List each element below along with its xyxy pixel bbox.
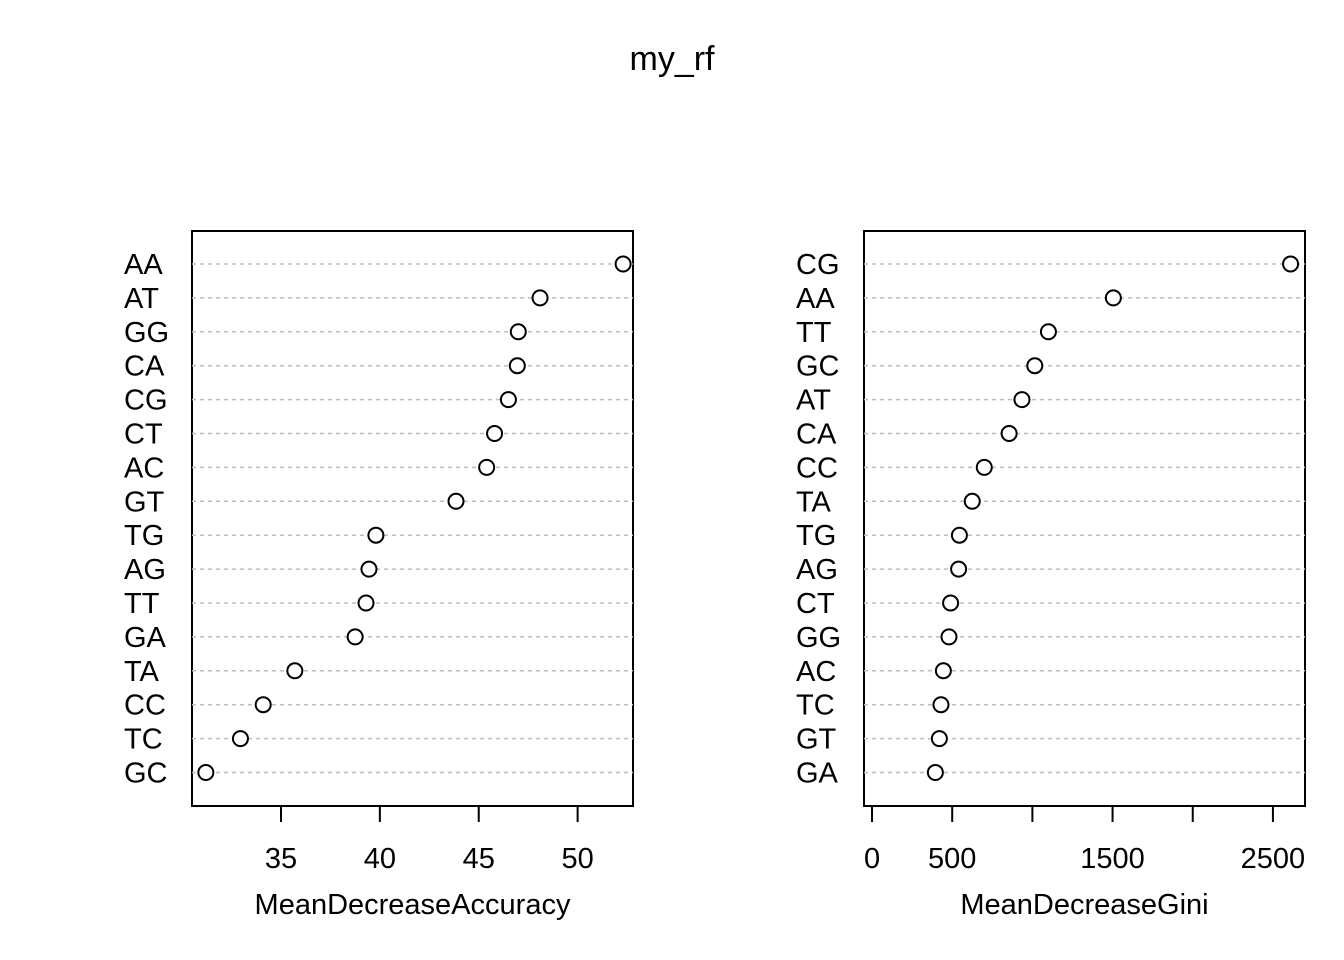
accuracy-point-aa [614, 255, 632, 273]
accuracy-point-cc [254, 696, 272, 714]
gini-point-tg [950, 526, 968, 544]
gini-category-label: GT [796, 724, 837, 756]
accuracy-point-ct [486, 425, 504, 442]
accuracy-category-label: CA [124, 351, 165, 383]
gini-category-label: AG [796, 554, 838, 586]
gini-category-label: CC [796, 452, 838, 484]
accuracy-point-tc [231, 730, 249, 748]
accuracy-point-tg [367, 526, 385, 544]
gini-x-axis-label: MeanDecreaseGini [960, 889, 1208, 921]
gini-x-tick-label: 1500 [1080, 843, 1145, 875]
accuracy-category-label: TA [124, 656, 160, 688]
accuracy-point-tt [357, 594, 375, 612]
gini-point-at [1013, 391, 1031, 409]
gini-point-ag [950, 560, 968, 578]
accuracy-category-label: GG [124, 317, 169, 349]
gini-x-tick-label: 0 [864, 843, 880, 875]
accuracy-x-tick-label: 40 [364, 843, 396, 875]
accuracy-point-gt [447, 492, 465, 510]
accuracy-category-label: AC [124, 452, 164, 484]
gini-point-tc [932, 696, 950, 714]
accuracy-x-tick-label: 50 [561, 843, 593, 875]
accuracy-plot-frame [191, 230, 634, 807]
accuracy-point-ca [508, 357, 526, 375]
gini-category-label: GG [796, 622, 841, 654]
gini-point-ta [963, 492, 981, 510]
accuracy-category-label: AG [124, 554, 166, 586]
accuracy-x-tick-label: 35 [265, 843, 297, 875]
gini-category-label: CT [796, 588, 835, 620]
accuracy-category-label: CG [124, 385, 168, 417]
gini-point-gc [1026, 357, 1044, 375]
accuracy-point-ta [286, 662, 304, 680]
accuracy-x-axis-label: MeanDecreaseAccuracy [255, 889, 571, 921]
gini-point-ac [934, 662, 952, 680]
accuracy-category-label: AA [124, 249, 163, 281]
gini-point-ga [926, 764, 944, 781]
gini-category-label: TT [796, 317, 832, 349]
accuracy-category-label: CC [124, 690, 166, 722]
gini-point-cg [1282, 255, 1300, 273]
accuracy-point-ac [478, 458, 496, 476]
accuracy-category-label: AT [124, 283, 159, 315]
gini-category-label: AC [796, 656, 836, 688]
gini-point-aa [1104, 289, 1122, 307]
gini-point-gg [940, 628, 958, 646]
gini-category-label: TA [796, 486, 832, 518]
accuracy-point-ag [360, 560, 378, 578]
gini-plot-frame [863, 230, 1306, 807]
accuracy-category-label: GA [124, 622, 167, 654]
accuracy-point-cg [499, 391, 517, 409]
accuracy-category-label: TC [124, 724, 163, 756]
gini-panel: MeanDecreaseGini CGAATTGCATCACCTATGAGCTG… [796, 230, 1306, 921]
gini-category-label: GA [796, 758, 839, 790]
gini-category-label: TC [796, 690, 835, 722]
gini-x-tick-label: 2500 [1241, 843, 1306, 875]
gini-point-ca [1000, 425, 1018, 442]
gini-category-label: TG [796, 520, 836, 552]
accuracy-point-ga [346, 628, 364, 646]
accuracy-point-gg [509, 323, 527, 341]
gini-x-tick-label: 500 [928, 843, 976, 875]
gini-category-label: AA [796, 283, 835, 315]
accuracy-category-label: CT [124, 419, 163, 451]
accuracy-category-label: GC [124, 758, 168, 790]
accuracy-category-label: GT [124, 486, 165, 518]
gini-category-label: GC [796, 351, 840, 383]
gini-category-label: CG [796, 249, 840, 281]
accuracy-category-label: TT [124, 588, 160, 620]
accuracy-panel: MeanDecreaseAccuracy AAATGGCACGCTACGTTGA… [124, 230, 634, 921]
accuracy-x-tick-label: 45 [463, 843, 495, 875]
gini-point-ct [942, 594, 960, 612]
figure-title: my_rf [630, 40, 716, 78]
gini-category-label: CA [796, 419, 837, 451]
accuracy-point-gc [197, 764, 215, 781]
gini-category-label: AT [796, 385, 831, 417]
gini-point-cc [975, 458, 993, 476]
gini-point-gt [930, 730, 948, 748]
accuracy-point-at [531, 289, 549, 307]
gini-point-tt [1039, 323, 1057, 341]
accuracy-category-label: TG [124, 520, 164, 552]
